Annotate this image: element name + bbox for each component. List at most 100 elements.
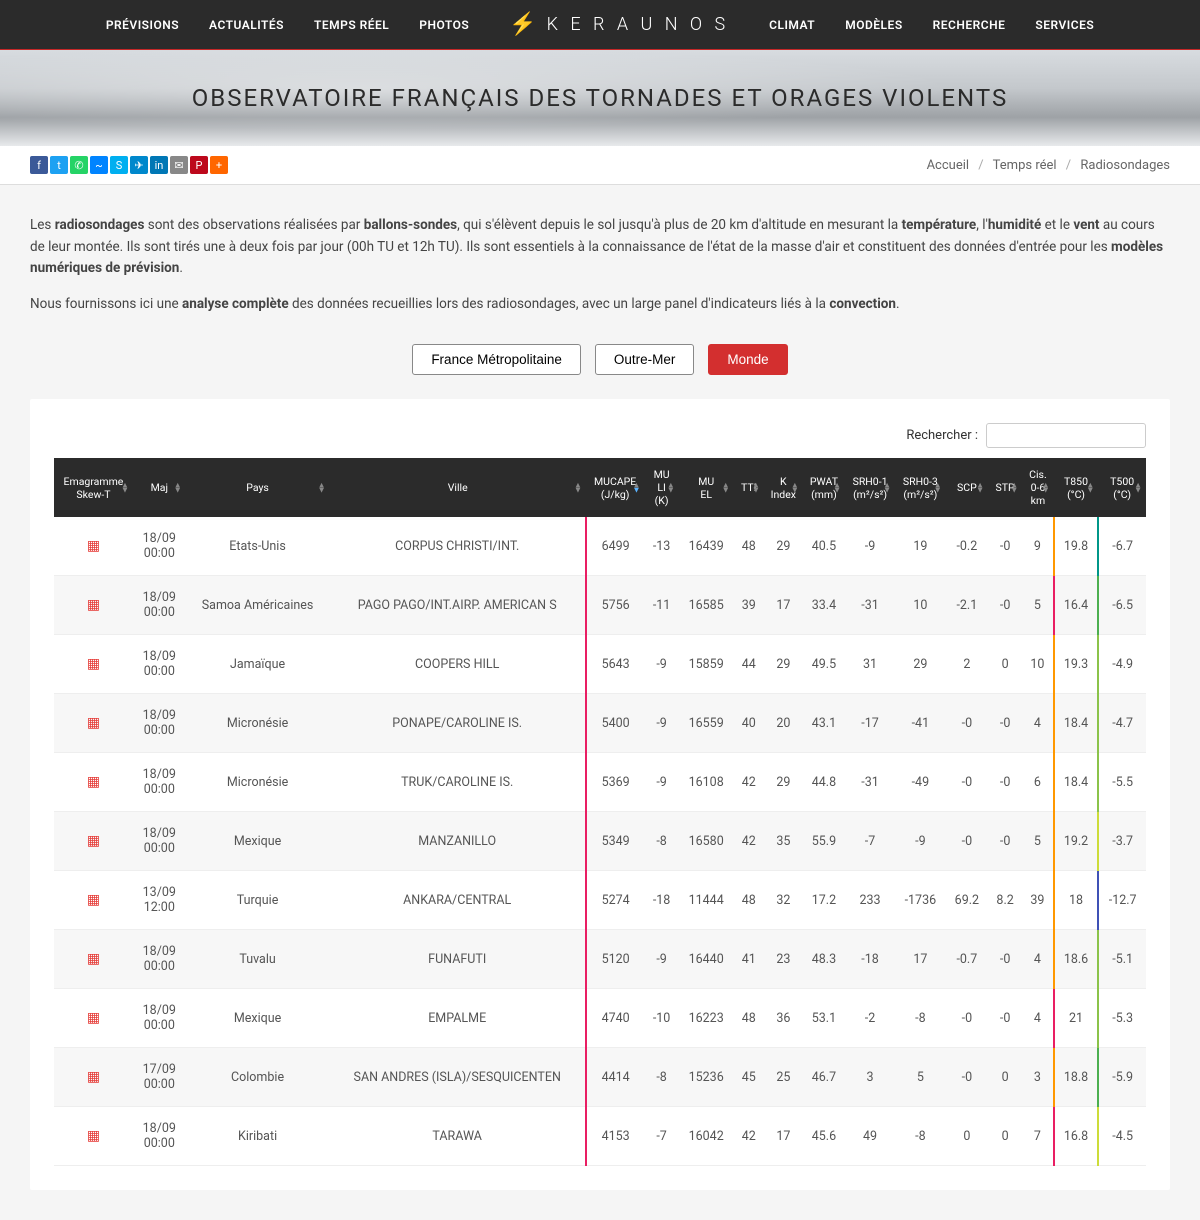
col-header[interactable]: SCP▲▼: [946, 458, 988, 517]
skewt-icon[interactable]: ▦: [87, 774, 100, 790]
table-cell: 29: [764, 753, 803, 812]
table-cell: 3: [1022, 1048, 1053, 1107]
col-header[interactable]: MUEL▲▼: [679, 458, 734, 517]
region-button[interactable]: Outre-Mer: [595, 344, 695, 375]
social-share-button[interactable]: ✉: [170, 156, 188, 174]
table-cell: 16440: [679, 930, 734, 989]
col-header[interactable]: Maj▲▼: [133, 458, 186, 517]
col-header[interactable]: MULI(K)▲▼: [644, 458, 678, 517]
table-cell: -0: [988, 930, 1022, 989]
table-cell: 18/0900:00: [133, 517, 186, 576]
social-share-button[interactable]: S: [110, 156, 128, 174]
table-cell: 16.4: [1054, 576, 1099, 635]
table-cell: -9: [644, 694, 678, 753]
table-cell: 18/0900:00: [133, 812, 186, 871]
table-cell: ▦: [54, 1048, 133, 1107]
col-header[interactable]: Ville▲▼: [329, 458, 585, 517]
col-header[interactable]: T850(°C)▲▼: [1054, 458, 1099, 517]
nav-link[interactable]: ACTUALITÉS: [209, 18, 284, 32]
skewt-icon[interactable]: ▦: [87, 1069, 100, 1085]
radiosondage-table: EmagrammeSkew-T▲▼Maj▲▼Pays▲▼Ville▲▼MUCAP…: [54, 458, 1146, 1166]
table-cell: 19: [895, 517, 946, 576]
table-cell: -0: [988, 812, 1022, 871]
skewt-icon[interactable]: ▦: [87, 1010, 100, 1026]
breadcrumb-home[interactable]: Accueil: [927, 158, 969, 173]
nav-link[interactable]: SERVICES: [1035, 18, 1094, 32]
social-share-button[interactable]: ✆: [70, 156, 88, 174]
table-row: ▦18/0900:00MexiqueMANZANILLO5349-8165804…: [54, 812, 1146, 871]
table-cell: 18/0900:00: [133, 635, 186, 694]
table-cell: 16108: [679, 753, 734, 812]
col-header[interactable]: MUCAPE(J/kg)▲▼: [586, 458, 645, 517]
nav-link[interactable]: CLIMAT: [769, 18, 815, 32]
nav-link[interactable]: TEMPS RÉEL: [314, 18, 389, 32]
skewt-icon[interactable]: ▦: [87, 833, 100, 849]
table-cell: 55.9: [803, 812, 845, 871]
table-cell: -11: [644, 576, 678, 635]
table-cell: ▦: [54, 812, 133, 871]
col-header[interactable]: Pays▲▼: [186, 458, 330, 517]
nav-link[interactable]: RECHERCHE: [933, 18, 1006, 32]
table-cell: 5: [1022, 812, 1053, 871]
table-cell: 48: [734, 871, 764, 930]
table-cell: -4.7: [1098, 694, 1146, 753]
region-button[interactable]: Monde: [708, 344, 787, 375]
table-cell: -0.2: [946, 517, 988, 576]
table-cell: -0: [988, 517, 1022, 576]
table-cell: -2: [845, 989, 895, 1048]
table-cell: 18.8: [1054, 1048, 1099, 1107]
social-share-button[interactable]: ~: [90, 156, 108, 174]
table-cell: CORPUS CHRISTI/INT.: [329, 517, 585, 576]
col-header[interactable]: Cis.0-6km▲▼: [1022, 458, 1053, 517]
skewt-icon[interactable]: ▦: [87, 951, 100, 967]
breadcrumb-mid[interactable]: Temps réel: [993, 158, 1057, 173]
table-cell: 18/0900:00: [133, 930, 186, 989]
table-cell: 4740: [586, 989, 645, 1048]
skewt-icon[interactable]: ▦: [87, 656, 100, 672]
col-header[interactable]: PWAT(mm)▲▼: [803, 458, 845, 517]
table-cell: 29: [764, 635, 803, 694]
skewt-icon[interactable]: ▦: [87, 538, 100, 554]
social-share-button[interactable]: f: [30, 156, 48, 174]
table-cell: COOPERS HILL: [329, 635, 585, 694]
skewt-icon[interactable]: ▦: [87, 892, 100, 908]
search-input[interactable]: [986, 423, 1146, 448]
table-cell: 16.8: [1054, 1107, 1099, 1166]
col-header[interactable]: TTI▲▼: [734, 458, 764, 517]
nav-link[interactable]: PHOTOS: [419, 18, 469, 32]
table-cell: 18/0900:00: [133, 753, 186, 812]
social-share-button[interactable]: +: [210, 156, 228, 174]
col-header[interactable]: EmagrammeSkew-T▲▼: [54, 458, 133, 517]
table-cell: -18: [845, 930, 895, 989]
skewt-icon[interactable]: ▦: [87, 1128, 100, 1144]
col-header[interactable]: STP▲▼: [988, 458, 1022, 517]
table-cell: -1736: [895, 871, 946, 930]
table-cell: -17: [845, 694, 895, 753]
logo[interactable]: ⚡ K E R A U N O S: [509, 12, 729, 37]
page-title: OBSERVATOIRE FRANÇAIS DES TORNADES ET OR…: [192, 84, 1008, 112]
col-header[interactable]: T500(°C)▲▼: [1098, 458, 1146, 517]
table-cell: 4: [1022, 989, 1053, 1048]
nav-link[interactable]: PRÉVISIONS: [106, 18, 179, 32]
social-share-button[interactable]: in: [150, 156, 168, 174]
table-cell: -6.7: [1098, 517, 1146, 576]
col-header[interactable]: SRH0-1(m²/s²)▲▼: [845, 458, 895, 517]
table-cell: ▦: [54, 753, 133, 812]
table-cell: ▦: [54, 517, 133, 576]
region-button[interactable]: France Métropolitaine: [412, 344, 581, 375]
skewt-icon[interactable]: ▦: [87, 715, 100, 731]
col-header[interactable]: KIndex▲▼: [764, 458, 803, 517]
social-share-button[interactable]: ✈: [130, 156, 148, 174]
col-header[interactable]: SRH0-3(m²/s²)▲▼: [895, 458, 946, 517]
skewt-icon[interactable]: ▦: [87, 597, 100, 613]
table-cell: 36: [764, 989, 803, 1048]
table-cell: 18.6: [1054, 930, 1099, 989]
social-share-button[interactable]: P: [190, 156, 208, 174]
table-cell: 46.7: [803, 1048, 845, 1107]
table-cell: -0: [988, 694, 1022, 753]
nav-link[interactable]: MODÈLES: [845, 18, 902, 32]
table-cell: Micronésie: [186, 694, 330, 753]
table-cell: Etats-Unis: [186, 517, 330, 576]
social-share-button[interactable]: t: [50, 156, 68, 174]
table-cell: -8: [895, 989, 946, 1048]
